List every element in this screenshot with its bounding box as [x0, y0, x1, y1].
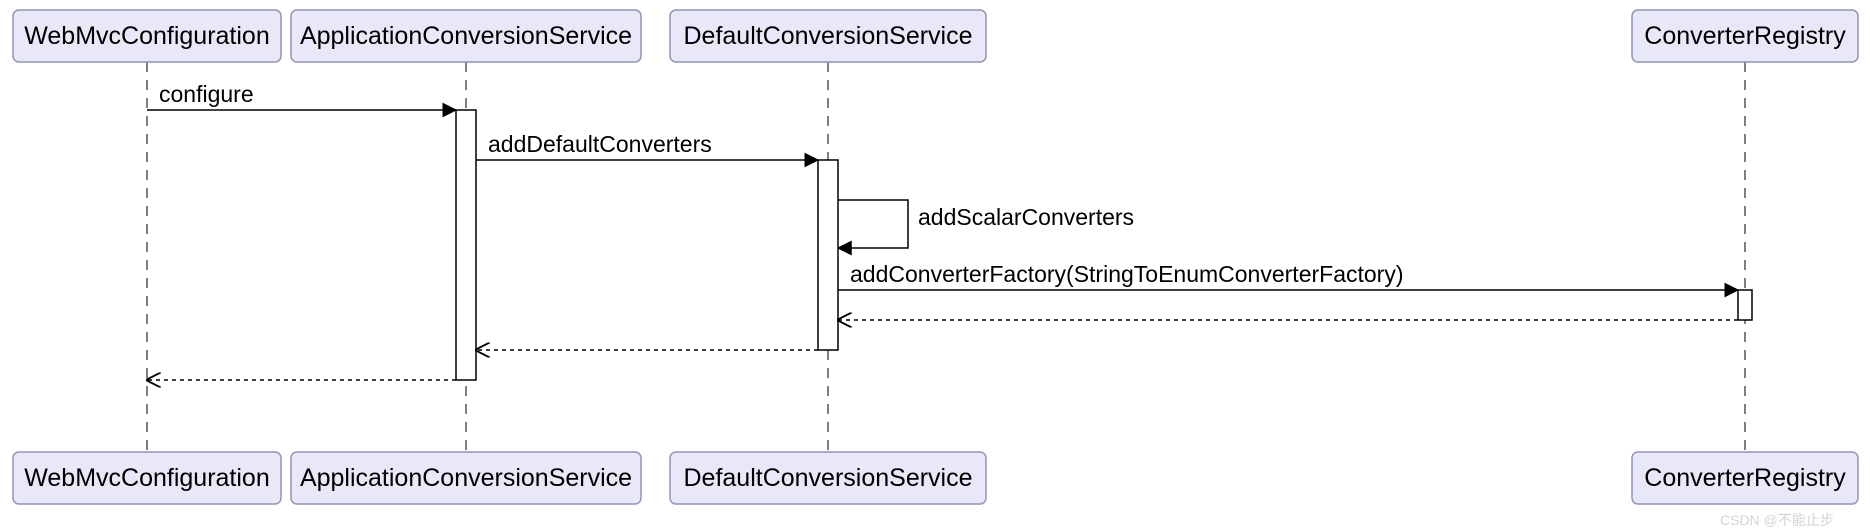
participant-label: ConverterRegistry: [1644, 22, 1846, 50]
participant-label: DefaultConversionService: [683, 22, 972, 50]
activation-bar: [818, 160, 838, 350]
self-message: [838, 200, 908, 248]
participant-label: ApplicationConversionService: [300, 22, 632, 50]
message-label: addDefaultConverters: [488, 131, 712, 157]
activation-bar: [1738, 290, 1752, 320]
participant-label: ConverterRegistry: [1644, 464, 1846, 492]
participant-label: ApplicationConversionService: [300, 464, 632, 492]
message-label: addScalarConverters: [918, 204, 1134, 230]
participant-label: WebMvcConfiguration: [24, 22, 269, 50]
watermark-text: CSDN @不能止步: [1720, 510, 1834, 530]
message-label: configure: [159, 81, 254, 107]
participant-label: DefaultConversionService: [683, 464, 972, 492]
sequence-diagram: configure addDefaultConverters addScalarCo…: [0, 0, 1870, 522]
activation-bar: [456, 110, 476, 380]
participant-label: WebMvcConfiguration: [24, 464, 269, 492]
message-label: addConverterFactory(StringToEnumConverte…: [850, 261, 1403, 287]
